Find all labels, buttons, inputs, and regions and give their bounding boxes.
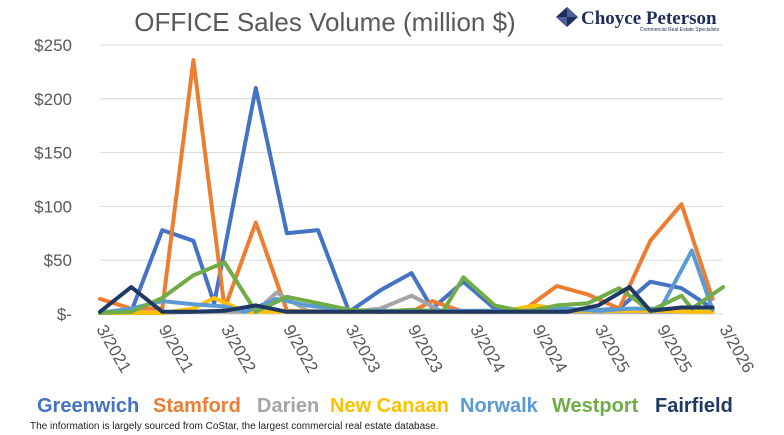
y-tick-label: $250 <box>34 36 72 55</box>
legend-item-stamford: Stamford <box>153 395 241 417</box>
y-tick-label: $150 <box>34 144 72 163</box>
y-tick-label: $100 <box>34 197 72 216</box>
company-logo: Choyce Peterson Commercial Real Estate S… <box>556 7 720 33</box>
x-tick-label: 3/2023 <box>342 322 384 377</box>
y-tick-label: $50 <box>44 251 72 270</box>
chart-title: OFFICE Sales Volume (million $) <box>134 7 515 37</box>
x-tick-label: 3/2025 <box>591 322 633 377</box>
x-tick-label: 9/2022 <box>279 322 321 377</box>
y-tick-label: $200 <box>34 90 72 109</box>
logo-name: Choyce Peterson <box>581 8 717 29</box>
x-tick-label: 3/2022 <box>217 322 259 377</box>
legend-item-greenwich: Greenwich <box>37 395 139 417</box>
legend-item-new-canaan: New Canaan <box>330 395 449 417</box>
x-tick-label: 3/2026 <box>716 322 758 377</box>
series-lines <box>98 58 725 315</box>
x-tick-label: 3/2024 <box>466 322 508 377</box>
x-tick-label: 9/2024 <box>529 322 571 377</box>
x-axis-tick-labels: 3/2021 9/2021 3/2022 9/2022 3/2023 9/2023 3/20… <box>93 322 758 377</box>
diamond-logo-icon <box>556 7 578 27</box>
y-axis-tick-labels: $- $50 $100 $150 $200 $250 <box>34 36 72 324</box>
series-line-greenwich <box>98 86 715 315</box>
legend-item-fairfield: Fairfield <box>655 395 733 417</box>
x-tick-label: 9/2025 <box>653 322 695 377</box>
logo-tagline: Commercial Real Estate Specialists <box>640 27 720 33</box>
series-line-fairfield <box>98 285 715 314</box>
source-note: The information is largely sourced from … <box>30 421 439 432</box>
x-tick-label: 3/2021 <box>93 322 135 377</box>
legend-item-westport: Westport <box>552 395 639 417</box>
legend: Greenwich Stamford Darien New Canaan Norwalk… <box>37 395 733 417</box>
y-gridlines <box>100 44 723 315</box>
y-tick-label: $- <box>57 305 72 324</box>
legend-item-darien: Darien <box>257 395 319 417</box>
x-tick-label: 9/2023 <box>404 322 446 377</box>
legend-item-norwalk: Norwalk <box>460 395 539 417</box>
x-tick-label: 9/2021 <box>155 322 197 377</box>
